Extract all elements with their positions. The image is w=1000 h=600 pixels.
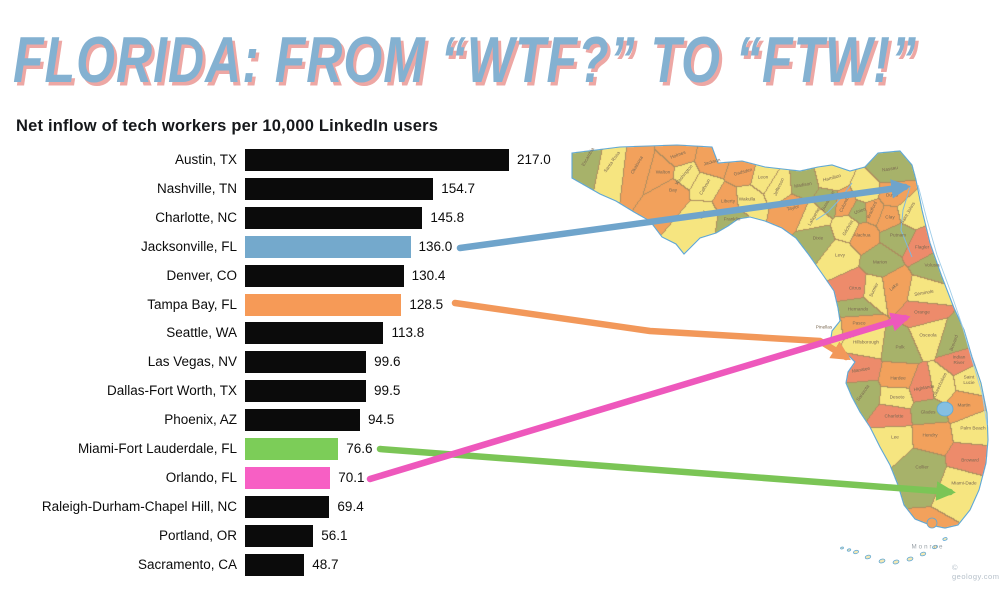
bar-row: Denver, CO 130.4: [0, 265, 560, 287]
bar-value: 76.6: [346, 441, 373, 456]
bar-row: Las Vegas, NV 99.6: [0, 351, 560, 373]
bar: [245, 178, 434, 200]
bar: [245, 294, 402, 316]
bar-label: Phoenix, AZ: [164, 412, 237, 427]
bar: [245, 496, 330, 518]
bar-value: 217.0: [517, 152, 551, 167]
bar: [245, 322, 384, 344]
bar-label: Nashville, TN: [156, 181, 237, 196]
bar: [245, 265, 404, 287]
bar: [245, 380, 367, 402]
bar-value: 145.8: [430, 210, 465, 225]
bar-row: Orlando, FL 70.1: [0, 467, 560, 489]
bar-value: 70.1: [338, 470, 365, 485]
bar: [245, 438, 339, 460]
bar: [245, 351, 367, 373]
bar-value: 99.5: [374, 383, 401, 398]
bar-label: Denver, CO: [166, 268, 237, 283]
bar-label: Las Vegas, NV: [147, 354, 237, 369]
bar-label: Dallas-Fort Worth, TX: [106, 383, 237, 398]
bar-row: Portland, OR 56.1: [0, 525, 560, 547]
bar-label: Seattle, WA: [166, 325, 237, 340]
bar-row: Austin, TX 217.0: [0, 149, 560, 171]
bar: [245, 236, 411, 258]
map-watermark: © geology.com: [952, 563, 1000, 581]
bar: [245, 207, 423, 229]
bar-label: Orlando, FL: [165, 470, 237, 485]
bar-value: 113.8: [391, 325, 425, 340]
bar-value: 128.5: [409, 297, 444, 312]
bar: [245, 554, 305, 576]
bar-row: Dallas-Fort Worth, TX 99.5: [0, 380, 560, 402]
bar: [245, 409, 360, 431]
bar-value: 56.1: [321, 528, 348, 543]
bar-value: 69.4: [337, 499, 364, 514]
bar-row: Miami-Fort Lauderdale, FL 76.6: [0, 438, 560, 460]
bar-label: Portland, OR: [158, 528, 237, 543]
bar-row: Raleigh-Durham-Chapel Hill, NC 69.4: [0, 496, 560, 518]
bar-row: Sacramento, CA 48.7: [0, 554, 560, 576]
bar-label: Sacramento, CA: [137, 557, 237, 572]
bar-row: Charlotte, NC 145.8: [0, 207, 560, 229]
bar-label: Jacksonville, FL: [140, 239, 237, 254]
bar-row: Jacksonville, FL 136.0: [0, 236, 560, 258]
bar: [245, 149, 509, 171]
bar-value: 154.7: [441, 181, 475, 196]
chart-title: Net inflow of tech workers per 10,000 Li…: [16, 117, 439, 135]
bar-label: Miami-Fort Lauderdale, FL: [77, 441, 237, 456]
bar-row: Nashville, TN 154.7: [0, 178, 560, 200]
bar-row: Seattle, WA 113.8: [0, 322, 560, 344]
bar-label: Raleigh-Durham-Chapel Hill, NC: [41, 499, 237, 514]
bar-value: 99.6: [374, 354, 401, 369]
bar-label: Austin, TX: [174, 152, 237, 167]
bar-value: 130.4: [411, 268, 446, 283]
bar-value: 136.0: [418, 239, 453, 254]
bar-row: Phoenix, AZ 94.5: [0, 409, 560, 431]
florida-map-canvas: [560, 125, 1000, 585]
bar-label: Tampa Bay, FL: [147, 297, 237, 312]
florida-county-map: © geology.com: [560, 125, 1000, 587]
bar-label: Charlotte, NC: [155, 210, 237, 225]
bar: [245, 467, 331, 489]
bar-chart: Austin, TX 217.0 Nashville, TN 154.7 Charlot…: [0, 149, 560, 576]
bar-value: 94.5: [367, 412, 395, 427]
page-title: FLORIDA: FROM “WTF?” TO “FTW!”: [13, 23, 917, 97]
bar-value: 48.7: [312, 557, 339, 572]
bar-row: Tampa Bay, FL 128.5: [0, 294, 560, 316]
bar: [245, 525, 314, 547]
